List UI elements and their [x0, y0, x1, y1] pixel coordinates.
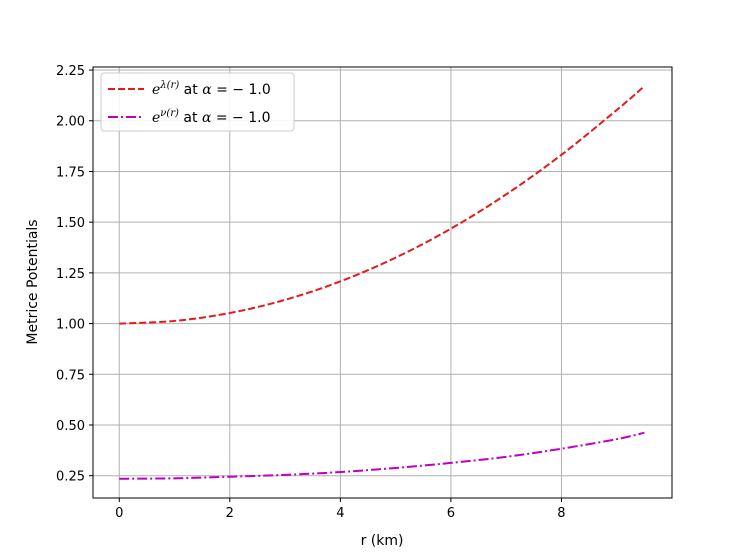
y-tick-label: 0.75 — [56, 368, 85, 383]
y-tick-label: 0.25 — [56, 470, 85, 485]
y-tick-label: 1.50 — [56, 216, 85, 231]
grid — [93, 67, 672, 498]
y-tick-label: 1.00 — [56, 318, 85, 333]
x-axis-ticks: 0 2 4 6 8 — [115, 498, 566, 521]
y-axis-ticks: 0.25 0.50 0.75 1.00 1.25 1.50 1.75 2.00 2.25 — [56, 64, 93, 485]
y-tick-label: 2.25 — [56, 64, 85, 79]
legend-entry-nu: eν(r) at α = − 1.0 — [152, 108, 270, 126]
x-axis-label: r (km) — [361, 533, 404, 549]
y-axis-label: Metrice Potentials — [25, 219, 41, 344]
x-tick-label: 0 — [115, 506, 123, 521]
legend: eλ(r) at α = − 1.0 eν(r) at α = − 1.0 — [100, 72, 295, 132]
plot-frame — [92, 66, 673, 499]
series-line-nu — [119, 431, 645, 480]
y-tick-label: 1.25 — [56, 267, 85, 282]
y-tick-label: 1.75 — [56, 165, 85, 180]
legend-box — [100, 72, 295, 132]
series-line-lambda — [119, 85, 646, 325]
series-lines — [119, 85, 646, 480]
y-tick-label: 0.50 — [56, 419, 85, 434]
x-tick-label: 8 — [557, 506, 565, 521]
legend-entry-lambda: eλ(r) at α = − 1.0 — [152, 80, 271, 98]
x-tick-label: 4 — [336, 506, 344, 521]
x-tick-label: 2 — [226, 506, 234, 521]
y-tick-label: 2.00 — [56, 115, 85, 130]
x-tick-label: 6 — [447, 506, 455, 521]
